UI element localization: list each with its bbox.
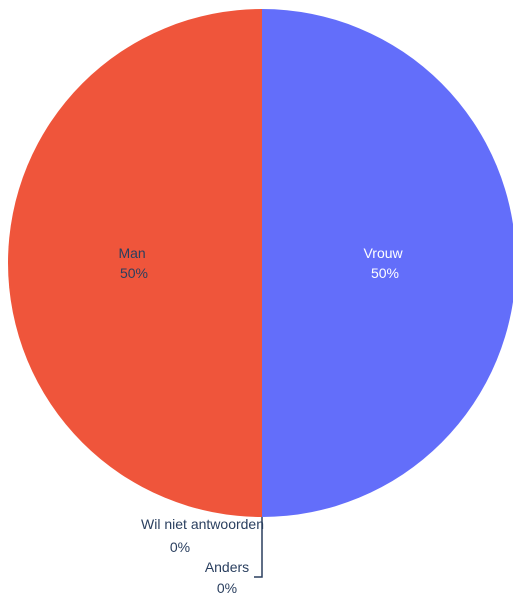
pie-slice-man[interactable] bbox=[8, 9, 262, 517]
slice-label-anders-value: 0% bbox=[217, 580, 237, 596]
inside-labels: Vrouw 50% Man 50% bbox=[118, 245, 406, 281]
pie-slices bbox=[8, 9, 513, 517]
slice-label-anders: Anders bbox=[205, 559, 249, 575]
slice-label-wil-niet-antwoorden: Wil niet antwoorden bbox=[141, 516, 264, 532]
slice-label-wil-niet-antwoorden-percent: 0% bbox=[170, 539, 190, 555]
slice-label-anders-name: Anders bbox=[205, 559, 249, 575]
slice-label-wil-niet-antwoorden-value: 0% bbox=[170, 539, 190, 555]
slice-label-anders-percent: 0% bbox=[217, 580, 237, 596]
slice-label-vrouw-percent: 50% bbox=[371, 265, 399, 281]
leader-line bbox=[254, 517, 263, 578]
pie-slice-vrouw[interactable] bbox=[262, 9, 513, 517]
slice-label-man-name: Man bbox=[118, 245, 145, 261]
slice-label-wil-niet-antwoorden-name: Wil niet antwoorden bbox=[141, 516, 264, 532]
slice-label-man-percent: 50% bbox=[120, 265, 148, 281]
slice-label-vrouw: Vrouw 50% bbox=[363, 245, 406, 281]
slice-label-vrouw-name: Vrouw bbox=[363, 245, 403, 261]
outside-labels: Wil niet antwoorden 0% Anders 0% bbox=[141, 516, 264, 596]
slice-label-man: Man 50% bbox=[118, 245, 149, 281]
